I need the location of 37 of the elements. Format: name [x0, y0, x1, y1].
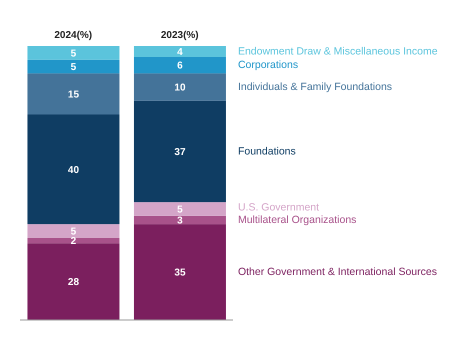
bar: [134, 100, 226, 202]
series-label: Other Government & International Sources: [238, 266, 437, 278]
data-label: 10: [174, 82, 186, 94]
bar: [27, 238, 120, 244]
series-label: Endowment Draw & Miscellaneous Income: [238, 45, 438, 58]
series-label: Multilateral Organizations: [238, 214, 356, 226]
bar: [27, 243, 120, 320]
data-label: 37: [174, 147, 186, 158]
bar: [27, 60, 120, 74]
bar: [134, 224, 226, 320]
bar: [27, 46, 120, 60]
data-label: 28: [68, 277, 80, 288]
bar: [134, 73, 226, 101]
bar: [134, 202, 226, 216]
bar: [27, 224, 120, 238]
data-label: 35: [174, 268, 186, 279]
data-label: 4: [177, 47, 184, 58]
bar: [134, 216, 226, 224]
bar: [134, 56, 226, 74]
series-label: Corporations: [238, 58, 298, 71]
data-label: 3: [177, 216, 184, 227]
bar: [27, 114, 120, 224]
series-label: U.S. Government: [238, 201, 320, 214]
series-label: Foundations: [238, 145, 296, 158]
data-label: 2: [70, 236, 77, 248]
data-label: 15: [68, 90, 80, 100]
data-label: 5: [70, 62, 77, 74]
series-label: Individuals & Family Foundations: [238, 80, 392, 93]
x-tick-label: 2023(%): [160, 30, 199, 41]
data-label: 5: [177, 204, 184, 216]
bar: [27, 73, 120, 114]
data-label: 6: [177, 60, 184, 72]
data-label: 5: [70, 48, 77, 60]
data-label: 40: [68, 164, 80, 176]
bar: [134, 46, 226, 57]
data-label: 5: [70, 226, 77, 238]
x-tick-label: 2024(%): [54, 30, 92, 41]
